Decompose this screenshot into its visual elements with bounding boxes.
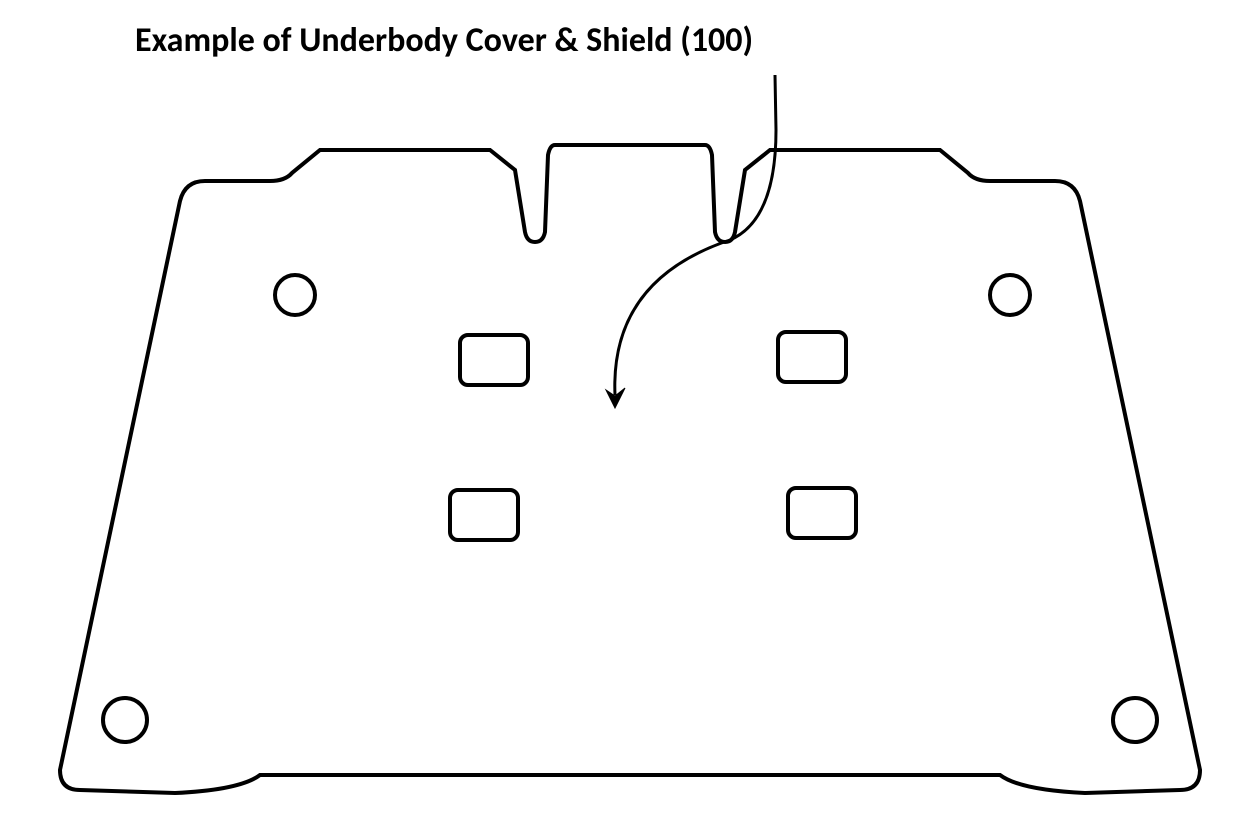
rect-cutout: [788, 488, 856, 538]
body-outline: [60, 145, 1200, 793]
callout-arrow: [615, 75, 776, 395]
rect-cutout: [778, 332, 846, 382]
mounting-hole: [1113, 698, 1157, 742]
underbody-diagram: [0, 0, 1240, 835]
rect-cutout: [460, 335, 528, 385]
mounting-hole: [990, 275, 1030, 315]
rect-cutout: [450, 490, 518, 540]
mounting-hole: [275, 275, 315, 315]
mounting-hole: [103, 698, 147, 742]
